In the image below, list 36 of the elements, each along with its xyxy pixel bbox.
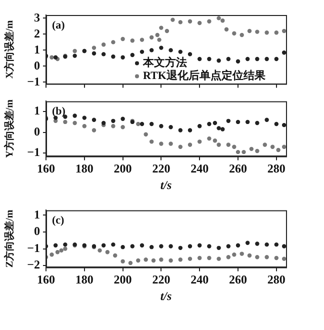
x-tick-label: 280 — [267, 272, 286, 286]
annotation: (c) — [52, 214, 65, 227]
y-axis-title: X方向误差/m — [4, 20, 16, 79]
y-axis-title: Z方向误差/m — [4, 209, 16, 268]
x-tick-label: 260 — [229, 161, 247, 176]
y-axis-title: Y方向误差/m — [4, 98, 16, 158]
x-axis-title: t/s — [160, 178, 172, 192]
annotation: (b) — [52, 106, 66, 118]
y-tick-label: 0 — [34, 124, 40, 138]
x-tick-label: 160 — [37, 161, 55, 176]
legend-label: RTK退化后单点定位结果 — [143, 69, 266, 82]
x-tick-label: 220 — [152, 272, 170, 286]
x-tick-label: 160 — [37, 272, 55, 286]
y-tick-label: −2 — [27, 258, 40, 272]
x-tick-label: 260 — [229, 272, 247, 286]
x-tick-label: 240 — [190, 161, 209, 176]
y-tick-label: 2 — [34, 26, 40, 40]
y-tick-label: 0 — [34, 224, 40, 238]
x-tick-label: 240 — [190, 272, 209, 286]
x-tick-label: 220 — [152, 161, 170, 176]
x-axis-title: t/s — [160, 288, 172, 303]
y-tick-label: 1 — [34, 104, 40, 118]
legend-label: 本文方法 — [142, 56, 187, 70]
y-tick-label: −1 — [27, 240, 40, 255]
x-tick-label: 180 — [75, 161, 94, 176]
x-tick-label: 200 — [114, 272, 132, 286]
y-tick-label: −1 — [27, 74, 40, 88]
x-tick-label: 280 — [267, 161, 286, 176]
y-tick-label: 1 — [34, 42, 40, 56]
y-tick-label: −1 — [27, 145, 40, 160]
y-tick-label: 3 — [34, 10, 40, 24]
annotation: (a) — [52, 19, 66, 32]
y-tick-label: 1 — [34, 207, 40, 222]
y-tick-label: 0 — [34, 58, 40, 72]
x-tick-label: 180 — [75, 272, 94, 286]
x-tick-label: 200 — [114, 161, 132, 176]
